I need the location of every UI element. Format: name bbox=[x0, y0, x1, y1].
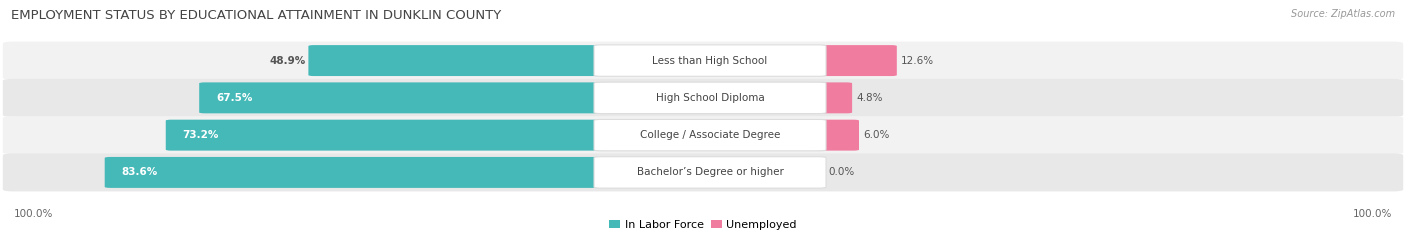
FancyBboxPatch shape bbox=[813, 45, 897, 76]
FancyBboxPatch shape bbox=[166, 120, 607, 151]
Text: 67.5%: 67.5% bbox=[217, 93, 253, 103]
Text: 6.0%: 6.0% bbox=[863, 130, 890, 140]
FancyBboxPatch shape bbox=[593, 157, 827, 188]
Text: Source: ZipAtlas.com: Source: ZipAtlas.com bbox=[1291, 9, 1395, 19]
Text: 73.2%: 73.2% bbox=[183, 130, 219, 140]
Text: College / Associate Degree: College / Associate Degree bbox=[640, 130, 780, 140]
FancyBboxPatch shape bbox=[3, 41, 1403, 80]
FancyBboxPatch shape bbox=[104, 157, 607, 188]
FancyBboxPatch shape bbox=[200, 82, 607, 113]
Text: EMPLOYMENT STATUS BY EDUCATIONAL ATTAINMENT IN DUNKLIN COUNTY: EMPLOYMENT STATUS BY EDUCATIONAL ATTAINM… bbox=[11, 9, 502, 22]
Text: Less than High School: Less than High School bbox=[652, 56, 768, 65]
Legend: In Labor Force, Unemployed: In Labor Force, Unemployed bbox=[609, 220, 797, 230]
Text: Bachelor’s Degree or higher: Bachelor’s Degree or higher bbox=[637, 168, 783, 177]
Text: 48.9%: 48.9% bbox=[270, 56, 305, 65]
Text: 83.6%: 83.6% bbox=[121, 168, 157, 177]
Text: 100.0%: 100.0% bbox=[14, 209, 53, 219]
FancyBboxPatch shape bbox=[3, 116, 1403, 154]
FancyBboxPatch shape bbox=[3, 79, 1403, 117]
FancyBboxPatch shape bbox=[593, 45, 827, 76]
FancyBboxPatch shape bbox=[593, 82, 827, 113]
Text: 100.0%: 100.0% bbox=[1353, 209, 1392, 219]
Text: 12.6%: 12.6% bbox=[901, 56, 934, 65]
Text: 0.0%: 0.0% bbox=[830, 168, 855, 177]
FancyBboxPatch shape bbox=[593, 120, 827, 151]
FancyBboxPatch shape bbox=[3, 153, 1403, 192]
Text: High School Diploma: High School Diploma bbox=[655, 93, 765, 103]
Text: 4.8%: 4.8% bbox=[856, 93, 883, 103]
FancyBboxPatch shape bbox=[813, 82, 852, 113]
FancyBboxPatch shape bbox=[813, 120, 859, 151]
FancyBboxPatch shape bbox=[308, 45, 607, 76]
